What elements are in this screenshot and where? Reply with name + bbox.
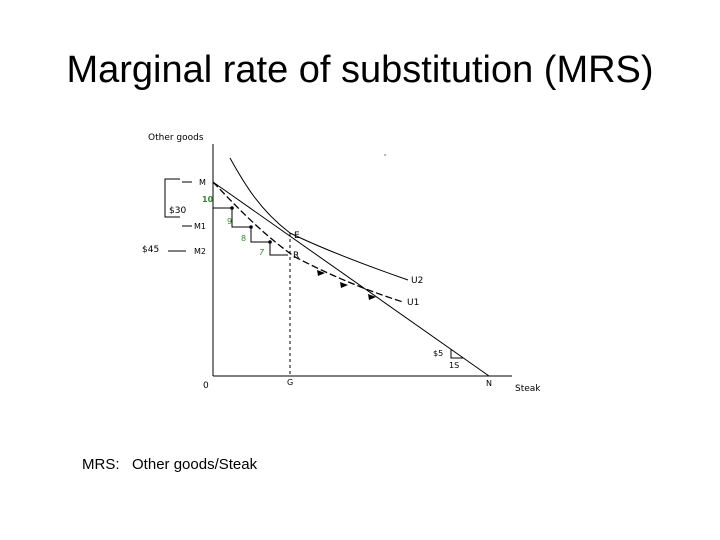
mrs-caption: MRS: Other goods/Steak: [82, 456, 257, 473]
step-label-10: 10: [202, 195, 214, 204]
step-label-8: 8: [241, 234, 246, 243]
indifference-curve-u1: [212, 181, 404, 303]
curve-label-u1: U1: [407, 298, 419, 308]
caption-text: Other goods/Steak: [132, 456, 258, 473]
origin-label: 0: [203, 381, 209, 391]
slope-unit-label: 1S: [449, 361, 459, 370]
point-label-m: M: [199, 178, 206, 187]
curve-arrow-3: [368, 294, 376, 300]
bracket-label-45: $45: [142, 245, 159, 255]
curve-arrow-2: [340, 282, 348, 288]
stray-dot: [384, 154, 386, 156]
curve-arrow-1: [317, 270, 325, 276]
curve-label-u2: U2: [411, 276, 423, 286]
caption-prefix: MRS:: [82, 456, 120, 473]
step-label-7: 7: [259, 248, 265, 257]
slope-price-label: $5: [433, 349, 443, 358]
step-triangle-3: [250, 227, 270, 243]
point-label-r: R: [293, 251, 299, 261]
u1-point-1: [230, 206, 234, 210]
indifference-curve-u2: [229, 157, 409, 281]
slope-triangle: [450, 349, 463, 359]
budget-line: [212, 181, 490, 377]
point-label-m2: M2: [194, 247, 206, 256]
u1-point-2: [249, 225, 253, 229]
x-axis-label: Steak: [515, 384, 541, 394]
point-label-e: E: [294, 231, 300, 241]
indifference-curve-diagram: Other goods Steak 0 U2 U1 10 9 8 7 M M1: [120, 120, 560, 410]
point-label-n: N: [486, 379, 492, 388]
bracket-label-30: $30: [169, 206, 186, 216]
step-triangle-1: [212, 182, 232, 209]
point-label-m1: M1: [194, 222, 206, 231]
step-label-9: 9: [227, 217, 232, 226]
step-triangle-2: [231, 208, 251, 228]
slide-title: Marginal rate of substitution (MRS): [66, 49, 654, 91]
point-label-g: G: [287, 378, 293, 387]
diagram-svg: Other goods Steak 0 U2 U1 10 9 8 7 M M1: [142, 133, 541, 394]
y-axis-label: Other goods: [148, 133, 204, 143]
step-triangle-4: [269, 242, 288, 256]
u1-point-3: [268, 240, 272, 244]
bracket-30: [164, 178, 180, 218]
